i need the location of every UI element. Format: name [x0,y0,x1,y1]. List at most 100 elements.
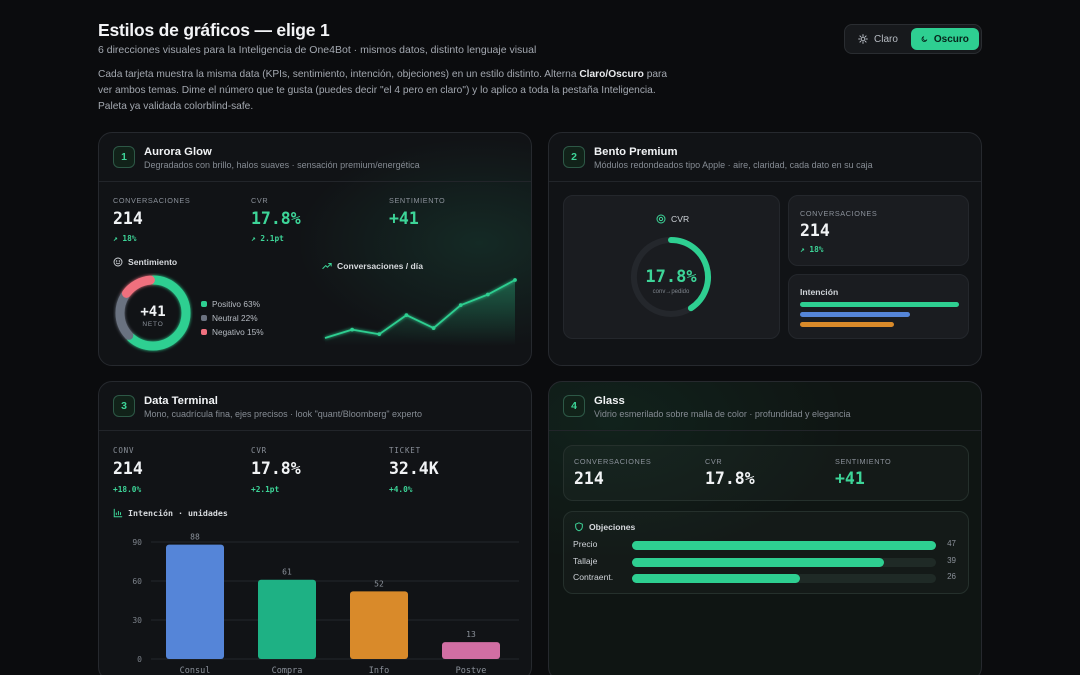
sentiment-section-label: Sentimiento [113,257,177,267]
y-tick-label: 60 [132,577,142,586]
x-tick-label: Info [369,666,389,675]
bar-chart-section-label: Intención · unidades [113,508,228,518]
sun-icon [858,34,868,44]
x-tick-label: Consul [180,666,211,675]
legend-swatch [201,315,207,321]
card-header: 2 Bento Premium Módulos redondeados tipo… [549,133,981,182]
trend-point [485,292,490,297]
theme-toggle: Claro Oscuro [844,24,982,54]
kpi-value: +41 [389,209,419,228]
cvr-gauge-caption: conv→pedido [653,289,690,295]
kpi-glass-panel: CONVERSACIONES 214 CVR 17.8% SENTIMIENTO… [563,445,969,501]
shield-icon [575,522,583,532]
trend-point [350,327,355,332]
objections-label: Objeciones [589,522,636,532]
trend-area [325,280,515,346]
x-tick-label: Postve [456,666,487,675]
dark-theme-button[interactable]: Oscuro [910,28,979,50]
card-header: 3 Data Terminal Mono, cuadrícula fina, e… [99,382,531,431]
card-number: 2 [563,146,585,168]
card-description: Módulos redondeados tipo Apple · aire, c… [594,160,873,170]
kpi-delta: +2.1pt [251,485,280,494]
intro-bold: Claro/Oscuro [579,69,644,80]
card-title: Bento Premium [594,146,678,158]
style-card-glass[interactable]: 4 Glass Vidrio esmerilado sobre malla de… [548,381,982,675]
kpi-label: TICKET [389,446,421,455]
legend-positive: Positivo 63% [201,299,260,309]
kpi-value: 17.8% [251,209,301,228]
intent-bar [800,302,959,307]
card-header: 4 Glass Vidrio esmerilado sobre malla de… [549,382,981,431]
kpi-value: 214 [113,209,143,228]
legend-label: Neutral 22% [212,313,258,323]
bar-chart-title: Intención · unidades [128,508,228,518]
bar-compra [258,579,316,659]
page-title: Estilos de gráficos — elige 1 [98,20,330,40]
intent-tile: Intención [788,274,969,339]
card-description: Degradados con brillo, halos suaves · se… [144,160,420,170]
cvr-tile-header: CVR [656,214,689,224]
objection-row: Precio 47 [573,539,969,551]
card-title: Glass [594,395,625,407]
trend-point [377,332,382,337]
sentiment-label: Sentimiento [128,257,178,267]
kpi-value: 17.8% [705,469,755,488]
donut-segment-negativo [115,275,191,351]
legend-negative: Negativo 15% [201,327,264,337]
gauge-fill [668,237,711,312]
card-description: Vidrio esmerilado sobre malla de color ·… [594,409,851,419]
cvr-gauge: 17.8% conv→pedido [630,237,711,317]
objection-track [632,541,936,550]
intent-bars [800,302,959,332]
cvr-tile: CVR 17.8% conv→pedido [563,195,780,339]
kpi-delta: ↗ 2.1pt [251,234,284,243]
kpi-value: 214 [113,459,143,478]
objection-count: 39 [947,555,956,565]
style-card-bento-premium[interactable]: 2 Bento Premium Módulos redondeados tipo… [548,132,982,366]
objection-row: Contraent. 26 [573,572,969,584]
smile-icon [113,257,123,267]
card-title: Data Terminal [144,395,218,407]
light-theme-label: Claro [874,33,898,45]
style-card-data-terminal[interactable]: 3 Data Terminal Mono, cuadrícula fina, e… [98,381,532,675]
bar-value-label: 52 [374,579,384,588]
card-description: Mono, cuadrícula fina, ejes precisos · l… [144,409,423,419]
kpi-delta: +18.0% [113,485,142,494]
kpi-value: 214 [800,221,830,240]
kpi-delta: ↗ 18% [800,245,824,254]
page-intro: Cada tarjeta muestra la misma data (KPIs… [98,67,678,115]
bar-consul [166,544,224,659]
trend-line [324,279,516,339]
objection-track [632,574,936,583]
objection-count: 26 [947,572,956,581]
objection-count: 47 [947,539,956,548]
kpi-delta: +4.0% [389,485,413,494]
objections-section-label: Objeciones [574,522,635,532]
cvr-tile-label: CVR [671,214,690,224]
objection-row: Tallaje 39 [573,556,969,568]
intro-text-2: para ver ambos temas. Dime el número que… [98,69,668,112]
legend-label: Negativo 15% [212,327,264,337]
dark-theme-label: Oscuro [933,33,969,45]
style-card-aurora-glow[interactable]: 1 Aurora Glow Degradados con brillo, hal… [98,132,532,366]
bar-chart-icon [113,508,123,518]
trend-point [404,313,409,318]
intent-bar-chart: 0 30 60 90 88 Consul 61 Compra 52 Info 13 Postve [132,533,519,675]
legend-swatch [201,301,207,307]
card-number: 1 [113,146,135,168]
bar-value-label: 61 [282,568,292,577]
donut-center-caption: NETO [142,321,163,328]
legend-neutral: Neutral 22% [201,313,258,323]
objection-label: Contraent. [573,572,614,582]
moon-icon [921,36,928,42]
objection-label: Tallaje [573,555,598,566]
objection-fill [632,557,885,567]
bar-value-label: 13 [466,630,476,639]
donut-center-value: +41 [140,304,165,320]
bar-postve [442,642,500,659]
kpi-label: CVR [251,446,267,455]
cvr-gauge-value: 17.8% [645,267,697,287]
light-theme-button[interactable]: Claro [848,28,908,50]
objections-glass-panel: Objeciones [563,511,969,594]
intent-bar [800,322,894,327]
